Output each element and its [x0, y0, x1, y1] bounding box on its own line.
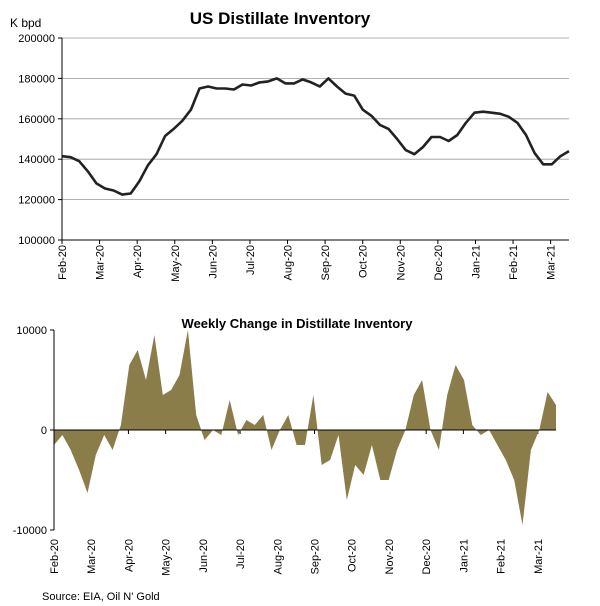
x-tick-label: Jun-20: [207, 245, 219, 279]
x-tick-label: Jan-21: [470, 245, 482, 279]
x-tick-label: Nov-20: [395, 245, 407, 280]
x-tick-label: Feb-21: [496, 539, 508, 574]
x-tick-label: May-20: [170, 245, 182, 282]
x-tick-label: Aug-20: [272, 539, 284, 574]
x-tick-label: Dec-20: [421, 539, 433, 574]
inventory-line-chart: US Distillate Inventory K bpd 100000 1200…: [10, 9, 570, 282]
y-tick-label: 120000: [18, 195, 55, 207]
axes: [61, 38, 569, 241]
x-tick-label: Mar-21: [533, 539, 545, 574]
source-note: Source: EIA, Oil N' Gold: [42, 591, 160, 603]
x-tick-label: Aug-20: [283, 245, 295, 280]
x-tick-label: May-20: [161, 539, 173, 576]
x-tick-label: Feb-21: [508, 245, 520, 280]
x-tick-label: Mar-20: [86, 539, 98, 574]
y-tick-label: 100000: [18, 235, 55, 247]
weekly-change-area-chart: Weekly Change in Distillate Inventory -1…: [13, 316, 556, 576]
y-tick-label: 160000: [18, 114, 55, 126]
x-tick-label: Oct-20: [358, 245, 370, 278]
axes: [53, 330, 556, 530]
series-area: [54, 330, 556, 525]
y-tick-label: -10000: [13, 525, 47, 537]
y-tick-label: 140000: [18, 154, 55, 166]
x-tick-label: Apr-20: [123, 539, 135, 572]
x-tick-label: Sep-20: [320, 245, 332, 280]
x-tick-label: Sep-20: [310, 539, 322, 574]
x-tick-label: Mar-20: [95, 245, 107, 280]
x-tick-label: Jun-20: [198, 539, 210, 573]
series-line: [61, 77, 570, 196]
x-tick-label: Jul-20: [245, 245, 257, 275]
x-tick-label: Nov-20: [384, 539, 396, 574]
x-axis-ticks: Feb-20 Mar-20 Apr-20 May-20 Jun-20 Jul-20 Aug-…: [49, 430, 545, 576]
x-tick-label: Oct-20: [347, 539, 359, 572]
chart-title: US Distillate Inventory: [190, 9, 371, 28]
y-tick-label: 10000: [16, 325, 47, 337]
series-line-path: [61, 77, 570, 196]
x-tick-label: Feb-20: [49, 539, 61, 574]
y-tick-label: 0: [41, 425, 47, 437]
series-area-fill: [54, 330, 556, 525]
chart-subtitle: Weekly Change in Distillate Inventory: [182, 316, 414, 331]
x-tick-label: Apr-20: [132, 245, 144, 278]
y-tick-label: 180000: [18, 73, 55, 85]
x-axis-ticks: Feb-20 Mar-20 Apr-20 May-20 Jun-20 Jul-20 Aug-…: [57, 240, 558, 282]
x-tick-label: Jul-20: [235, 539, 247, 569]
x-tick-label: Feb-20: [57, 245, 69, 280]
y-axis-ticks: -10000 0 10000: [13, 325, 54, 537]
x-tick-label: Jan-21: [458, 539, 470, 573]
x-tick-label: Dec-20: [433, 245, 445, 280]
y-axis-unit-label: K bpd: [10, 16, 41, 30]
y-axis-ticks: 100000 120000 140000 160000 180000 200000: [18, 33, 62, 247]
y-tick-label: 200000: [18, 33, 55, 45]
x-tick-label: Mar-21: [546, 245, 558, 280]
gridlines: [62, 37, 569, 201]
